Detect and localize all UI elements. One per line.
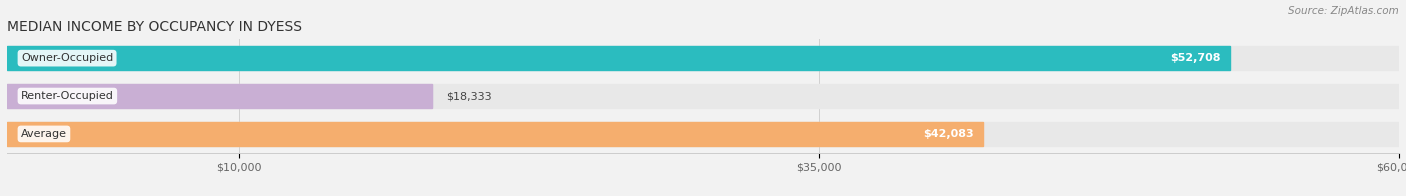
Text: Owner-Occupied: Owner-Occupied	[21, 53, 114, 63]
Text: $52,708: $52,708	[1170, 53, 1220, 63]
Bar	[7, 122, 983, 146]
Text: $42,083: $42,083	[924, 129, 974, 139]
Text: Average: Average	[21, 129, 67, 139]
Text: Source: ZipAtlas.com: Source: ZipAtlas.com	[1288, 6, 1399, 16]
Text: MEDIAN INCOME BY OCCUPANCY IN DYESS: MEDIAN INCOME BY OCCUPANCY IN DYESS	[7, 20, 302, 34]
Bar	[7, 84, 1399, 108]
Bar	[7, 46, 1399, 70]
Bar	[7, 46, 1230, 70]
Bar	[7, 84, 432, 108]
Text: Renter-Occupied: Renter-Occupied	[21, 91, 114, 101]
Bar	[7, 122, 1399, 146]
Text: $18,333: $18,333	[446, 91, 492, 101]
